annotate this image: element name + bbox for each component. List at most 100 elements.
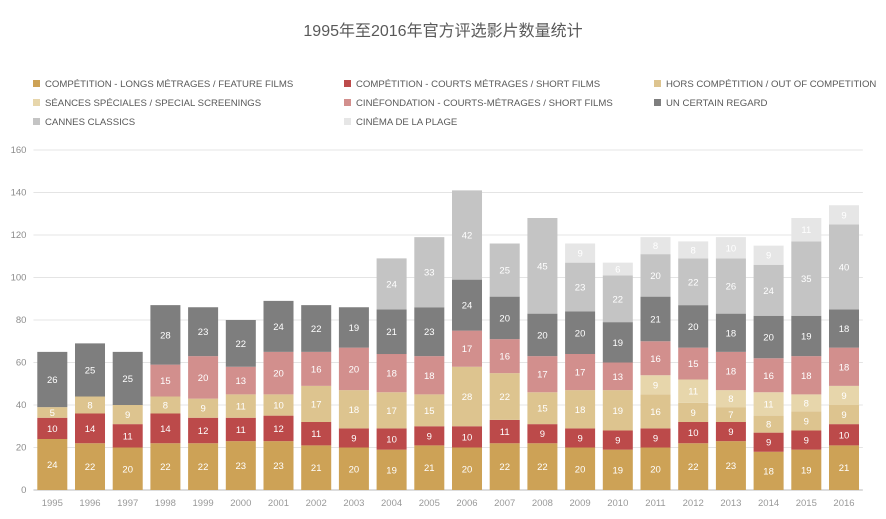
svg-text:5: 5 [50, 408, 55, 419]
svg-text:28: 28 [462, 392, 473, 403]
svg-text:19: 19 [613, 406, 624, 417]
svg-text:23: 23 [424, 327, 435, 338]
svg-text:24: 24 [763, 286, 774, 297]
svg-text:2001: 2001 [268, 498, 289, 509]
svg-text:22: 22 [311, 324, 322, 335]
svg-text:33: 33 [424, 268, 435, 279]
svg-text:42: 42 [462, 231, 473, 242]
svg-text:1998: 1998 [155, 498, 176, 509]
svg-text:9: 9 [540, 429, 545, 440]
svg-text:10: 10 [273, 401, 284, 412]
svg-text:2005: 2005 [419, 498, 440, 509]
svg-text:2008: 2008 [532, 498, 553, 509]
svg-text:15: 15 [537, 404, 548, 415]
svg-text:20: 20 [763, 333, 774, 344]
svg-text:20: 20 [122, 464, 133, 475]
svg-text:2011: 2011 [645, 498, 665, 509]
svg-text:100: 100 [11, 273, 27, 284]
svg-text:17: 17 [575, 368, 586, 379]
svg-text:140: 140 [11, 188, 27, 199]
svg-text:1996: 1996 [79, 498, 100, 509]
svg-text:2002: 2002 [306, 498, 327, 509]
svg-text:17: 17 [462, 344, 473, 355]
svg-text:18: 18 [424, 371, 435, 382]
svg-text:17: 17 [311, 399, 322, 410]
svg-text:8: 8 [804, 398, 809, 409]
svg-text:28: 28 [160, 330, 171, 341]
svg-text:13: 13 [236, 376, 247, 387]
svg-text:20: 20 [650, 464, 661, 475]
svg-text:25: 25 [499, 266, 510, 277]
svg-text:19: 19 [613, 338, 624, 349]
svg-text:20: 20 [650, 271, 661, 282]
svg-text:1995: 1995 [42, 498, 63, 509]
svg-text:19: 19 [801, 331, 812, 342]
svg-text:9: 9 [653, 433, 658, 444]
svg-text:8: 8 [87, 401, 92, 412]
svg-text:21: 21 [839, 463, 850, 474]
svg-text:13: 13 [613, 372, 624, 383]
svg-text:22: 22 [537, 462, 548, 473]
svg-text:9: 9 [728, 427, 733, 438]
svg-text:23: 23 [236, 461, 247, 472]
svg-text:22: 22 [198, 462, 209, 473]
svg-text:9: 9 [841, 210, 846, 221]
svg-text:22: 22 [236, 339, 247, 350]
svg-text:14: 14 [85, 424, 96, 435]
svg-text:21: 21 [650, 314, 661, 325]
svg-text:9: 9 [653, 380, 658, 391]
svg-text:15: 15 [688, 359, 699, 370]
svg-text:8: 8 [766, 420, 771, 431]
svg-text:22: 22 [688, 277, 699, 288]
svg-text:26: 26 [726, 282, 737, 293]
svg-text:20: 20 [273, 369, 284, 380]
svg-text:11: 11 [500, 427, 510, 438]
svg-text:160: 160 [11, 145, 27, 156]
svg-text:45: 45 [537, 261, 548, 272]
svg-text:8: 8 [691, 245, 696, 256]
svg-text:8: 8 [163, 401, 168, 412]
svg-text:40: 40 [16, 400, 27, 411]
svg-text:10: 10 [839, 430, 850, 441]
svg-text:2015: 2015 [796, 498, 817, 509]
svg-text:16: 16 [499, 352, 510, 363]
svg-text:15: 15 [160, 376, 171, 387]
svg-text:9: 9 [351, 433, 356, 444]
svg-text:19: 19 [386, 465, 397, 476]
svg-text:2013: 2013 [720, 498, 741, 509]
svg-text:18: 18 [801, 371, 812, 382]
svg-text:17: 17 [386, 406, 397, 417]
svg-text:24: 24 [386, 279, 397, 290]
svg-text:9: 9 [427, 431, 432, 442]
svg-text:19: 19 [613, 465, 624, 476]
svg-text:20: 20 [499, 313, 510, 324]
svg-text:11: 11 [236, 402, 246, 413]
svg-text:11: 11 [801, 225, 811, 236]
svg-text:18: 18 [349, 405, 360, 416]
svg-text:18: 18 [839, 324, 850, 335]
svg-text:10: 10 [386, 435, 397, 446]
svg-text:20: 20 [462, 464, 473, 475]
svg-text:9: 9 [766, 251, 771, 262]
svg-text:15: 15 [424, 406, 435, 417]
svg-text:23: 23 [726, 461, 737, 472]
svg-text:21: 21 [311, 463, 322, 474]
svg-text:12: 12 [273, 424, 284, 435]
svg-text:22: 22 [160, 462, 171, 473]
svg-text:9: 9 [200, 404, 205, 415]
svg-text:21: 21 [386, 327, 397, 338]
svg-text:7: 7 [728, 410, 733, 421]
svg-text:19: 19 [801, 465, 812, 476]
svg-text:11: 11 [123, 431, 133, 442]
svg-text:18: 18 [726, 328, 737, 339]
svg-text:10: 10 [462, 432, 473, 443]
svg-text:20: 20 [349, 364, 360, 375]
svg-text:23: 23 [575, 283, 586, 294]
svg-text:2009: 2009 [570, 498, 591, 509]
svg-text:20: 20 [688, 322, 699, 333]
svg-text:11: 11 [764, 399, 774, 410]
svg-text:22: 22 [688, 462, 699, 473]
svg-text:2014: 2014 [758, 498, 779, 509]
svg-text:20: 20 [198, 373, 209, 384]
svg-text:9: 9 [841, 391, 846, 402]
